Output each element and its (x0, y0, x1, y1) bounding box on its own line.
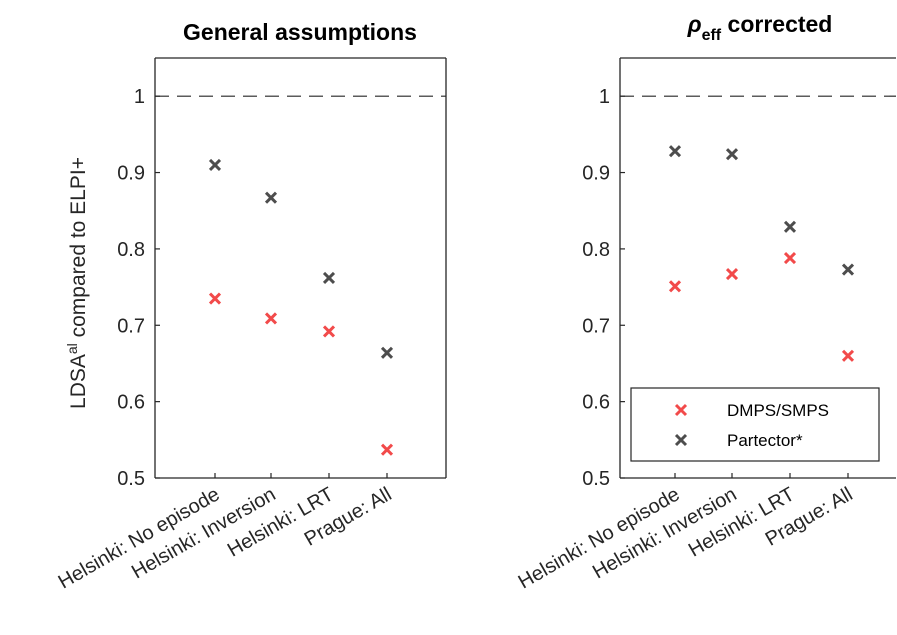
left-panel: General assumptions LDSAal compared to E… (55, 19, 447, 593)
y-tick-label: 1 (599, 86, 610, 108)
left-panel-title: General assumptions (183, 19, 417, 45)
marker-stroke (208, 158, 222, 171)
right-title-rest: corrected (721, 11, 832, 37)
y-axis-label-base: LDSA (67, 354, 90, 409)
data-point-dmps-smps (841, 349, 855, 362)
y-tick-label: 0.6 (117, 392, 145, 414)
data-point-dmps-smps (264, 312, 278, 325)
data-point-partector (322, 271, 336, 284)
marker-stroke (668, 145, 682, 158)
y-axis-label: LDSAal compared to ELPI+ (64, 157, 90, 409)
legend-marker (674, 433, 688, 447)
data-point-partector (783, 220, 797, 233)
marker-stroke (208, 292, 222, 305)
legend-box (630, 387, 880, 462)
y-axis-label-rest: compared to ELPI+ (67, 157, 90, 343)
marker-stroke (322, 325, 336, 338)
y-tick-label: 0.5 (582, 468, 610, 490)
legend-label: Partector* (727, 431, 803, 450)
marker-stroke (380, 443, 394, 456)
data-point-dmps-smps (208, 292, 222, 305)
y-tick-label: 0.8 (117, 239, 145, 261)
y-tick-label: 0.6 (582, 392, 610, 414)
marker-stroke (841, 349, 855, 362)
right-panel-title: ρeff corrected (687, 11, 833, 44)
marker-stroke (322, 271, 336, 284)
marker-stroke (668, 280, 682, 293)
marker-stroke (841, 263, 855, 276)
marker-stroke (264, 312, 278, 325)
data-point-partector (668, 145, 682, 158)
data-point-dmps-smps (725, 268, 739, 281)
y-tick-label: 0.9 (117, 163, 145, 185)
right-panel: ρeff corrected 0.50.60.70.80.91Helsinki:… (515, 11, 896, 593)
y-tick-label: 0.7 (582, 315, 610, 337)
data-point-dmps-smps (668, 280, 682, 293)
y-tick-label: 1 (134, 86, 145, 108)
data-point-partector (380, 346, 394, 359)
y-tick-label: 0.8 (582, 239, 610, 261)
data-point-partector (208, 158, 222, 171)
data-point-partector (725, 148, 739, 161)
legend: DMPS/SMPS Partector* (630, 387, 880, 462)
y-tick-label: 0.7 (117, 315, 145, 337)
data-point-partector (264, 191, 278, 204)
marker-stroke (783, 252, 797, 265)
y-tick-label: 0.9 (582, 163, 610, 185)
data-point-dmps-smps (322, 325, 336, 338)
data-point-dmps-smps (380, 443, 394, 456)
marker-stroke (264, 191, 278, 204)
rho-symbol: ρ (687, 11, 702, 37)
data-point-dmps-smps (783, 252, 797, 265)
marker-stroke (725, 148, 739, 161)
marker-stroke (380, 346, 394, 359)
y-axis-label-superscript: al (64, 343, 80, 354)
legend-label: DMPS/SMPS (727, 401, 829, 420)
data-point-partector (841, 263, 855, 276)
marker-stroke (783, 220, 797, 233)
y-tick-label: 0.5 (117, 468, 145, 490)
rho-subscript: eff (702, 27, 722, 44)
legend-marker (674, 403, 688, 417)
marker-stroke (725, 268, 739, 281)
